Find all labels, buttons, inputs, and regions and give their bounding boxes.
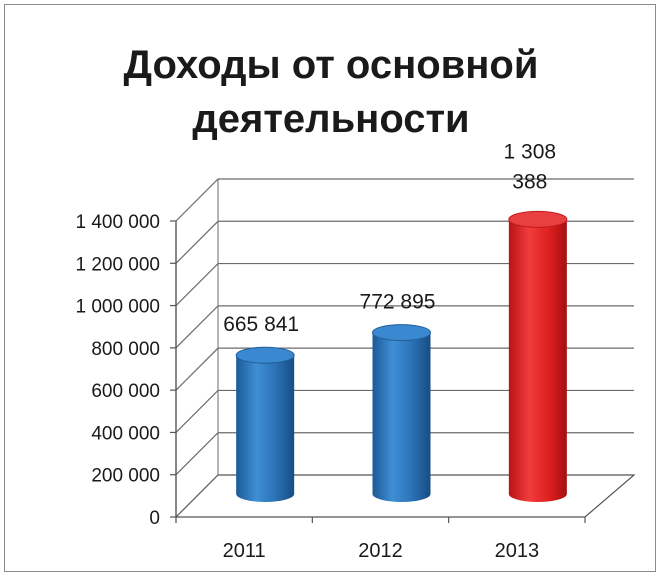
x-tick-label: 2012 — [358, 540, 403, 562]
data-label: 665 841 — [223, 313, 299, 336]
x-tick-label: 2013 — [495, 540, 540, 562]
y-tick-label: 1 000 000 — [75, 297, 160, 318]
gridline — [175, 178, 634, 222]
y-tick-label: 600 000 — [91, 381, 160, 402]
y-tick-label: 400 000 — [91, 423, 160, 444]
bar — [508, 210, 568, 503]
data-label: 772 895 — [360, 291, 436, 314]
bar — [372, 324, 431, 502]
y-tick-label: 1 200 000 — [75, 254, 160, 275]
bars — [235, 210, 568, 503]
y-tick-label: 800 000 — [91, 339, 160, 360]
data-label: 1 308 388 — [504, 140, 557, 193]
chart-title: Доходы от основной деятельности — [123, 43, 539, 141]
y-tick-label: 0 — [149, 508, 160, 529]
y-tick-label: 1 400 000 — [75, 212, 160, 233]
bar — [235, 346, 295, 502]
x-tick-label: 2011 — [223, 540, 266, 562]
labels: 0 200 000 400 000 600 000 800 000 1 000 000 1 … — [75, 140, 556, 562]
y-tick-label: 200 000 — [91, 466, 160, 487]
